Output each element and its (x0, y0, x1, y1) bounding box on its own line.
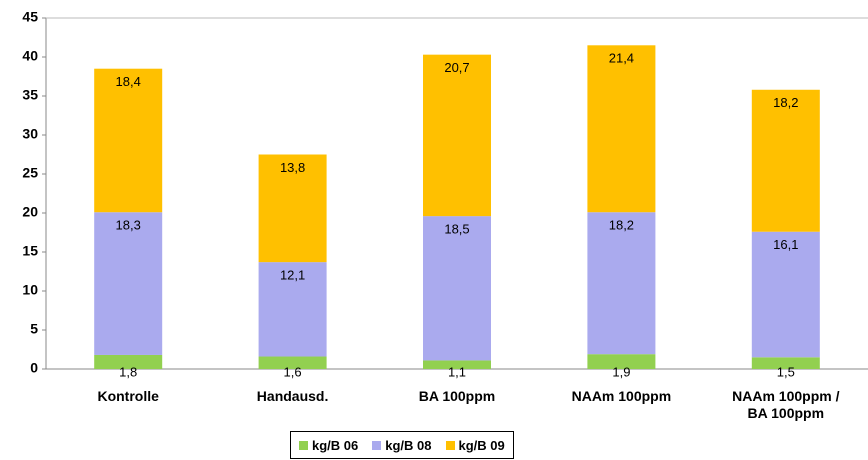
bar-segment (258, 262, 327, 357)
data-label: 21,4 (609, 51, 634, 66)
x-tick-label: Kontrolle (97, 388, 159, 404)
y-tick-label: 35 (22, 87, 38, 103)
data-label: 1,6 (284, 364, 302, 379)
y-tick-label: 5 (30, 321, 38, 337)
data-label: 18,4 (116, 74, 141, 89)
bar-segment (751, 231, 820, 358)
x-tick-label: NAAm 100ppm (571, 388, 672, 404)
y-tick-label: 20 (22, 204, 38, 220)
bar-segment (587, 212, 656, 355)
data-label: 18,2 (773, 95, 798, 110)
x-tick-label: BA 100ppm (418, 388, 496, 404)
chart: 0 5 10 15 20 25 30 35 40 45 1,8 18,3 18,4 1,6 12,1 13,8… (22, 9, 868, 379)
data-label: 1,5 (777, 364, 795, 379)
legend: kg/B 06 kg/B 08 kg/B 09 (290, 431, 514, 459)
legend-label: kg/B 06 (312, 437, 359, 453)
bar-segment (423, 360, 491, 369)
bar-segment (94, 212, 163, 355)
data-label: 20,7 (444, 60, 469, 75)
bar-segment (423, 216, 491, 361)
bar-segment (587, 354, 656, 369)
bar-segment (423, 54, 491, 217)
y-tick-label: 0 (30, 360, 38, 376)
y-tick-label: 10 (22, 282, 38, 298)
legend-item: kg/B 06 (299, 438, 358, 453)
data-label: 18,5 (444, 222, 469, 237)
data-label: 1,8 (119, 364, 137, 379)
bar-segment (751, 357, 820, 369)
x-tick-label: Handausd. (256, 388, 329, 404)
legend-swatch (445, 440, 455, 450)
y-tick-label: 25 (22, 165, 38, 181)
data-label: 18,3 (116, 218, 141, 233)
legend-label: kg/B 08 (385, 437, 432, 453)
data-label: 1,9 (612, 364, 630, 379)
bar-segment (94, 68, 163, 213)
data-label: 12,1 (280, 268, 305, 283)
y-tick-label: 40 (22, 48, 38, 64)
legend-item: kg/B 09 (445, 437, 505, 453)
bar-segment (258, 356, 327, 369)
x-tick-label: NAAm 100ppm / BA 100ppm (732, 388, 840, 421)
bar-segment (258, 154, 327, 263)
bar-segment (751, 89, 820, 232)
y-tick-label: 30 (22, 126, 38, 142)
legend-swatch (372, 440, 382, 450)
bar-segment (94, 354, 163, 369)
data-label: 13,8 (280, 160, 305, 175)
legend-swatch (299, 440, 308, 450)
legend-item: kg/B 08 (372, 437, 432, 453)
data-label: 16,1 (773, 237, 798, 252)
y-tick-label: 15 (22, 243, 38, 259)
data-label: 18,2 (609, 218, 634, 233)
bar-segment (587, 45, 656, 213)
legend-label: kg/B 09 (458, 437, 505, 453)
data-label: 1,1 (448, 364, 466, 379)
y-tick-label: 45 (22, 9, 38, 25)
